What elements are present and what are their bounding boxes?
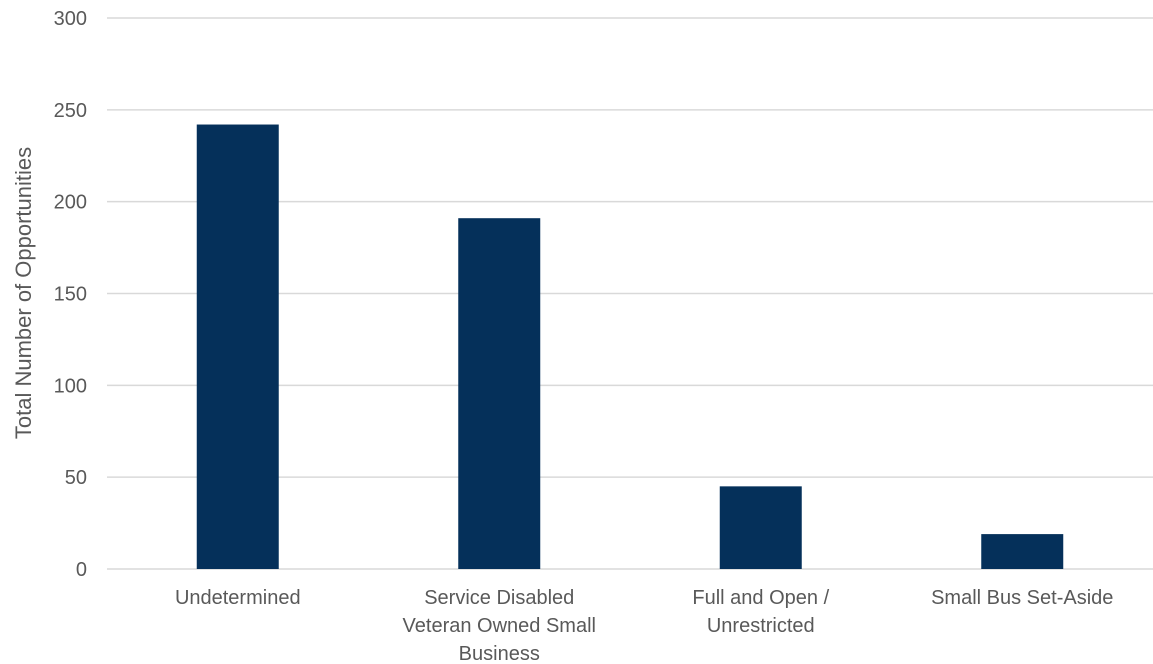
y-axis-label: Total Number of Opportunities xyxy=(11,147,36,439)
x-category-label: Full and Open / Unrestricted xyxy=(692,587,829,637)
x-category-label-line: Service Disabled xyxy=(424,587,574,609)
x-category-label-line: Undetermined xyxy=(175,587,301,609)
y-tick-label: 300 xyxy=(54,8,87,30)
x-category-label-line: Small Bus Set-Aside xyxy=(931,587,1113,609)
y-tick-label: 200 xyxy=(54,192,87,214)
gridlines xyxy=(107,17,1153,570)
x-category-label-line: Business xyxy=(459,643,540,664)
bar xyxy=(981,534,1064,569)
x-category-label-line: Unrestricted xyxy=(707,615,815,637)
x-category-label-line: Full and Open / xyxy=(692,587,829,609)
bar xyxy=(719,486,802,569)
x-category-label: Service Disabled Veteran Owned Small Busin… xyxy=(403,587,596,664)
y-tick-label: 0 xyxy=(76,559,87,581)
bar xyxy=(458,218,541,570)
y-axis-ticks: 0 50 100 150 200 250 300 xyxy=(54,8,87,581)
x-category-label-line: Veteran Owned Small xyxy=(403,615,596,637)
bars xyxy=(196,124,1064,570)
y-tick-label: 150 xyxy=(54,284,87,306)
y-tick-label: 50 xyxy=(65,467,87,489)
x-category-label: Undetermined xyxy=(175,587,301,609)
x-category-label: Small Bus Set-Aside xyxy=(931,587,1113,609)
bar xyxy=(196,124,279,569)
x-axis-categories: Undetermined Service Disabled Veteran Owne… xyxy=(175,587,1113,664)
y-tick-label: 250 xyxy=(54,100,87,122)
y-tick-label: 100 xyxy=(54,375,87,397)
